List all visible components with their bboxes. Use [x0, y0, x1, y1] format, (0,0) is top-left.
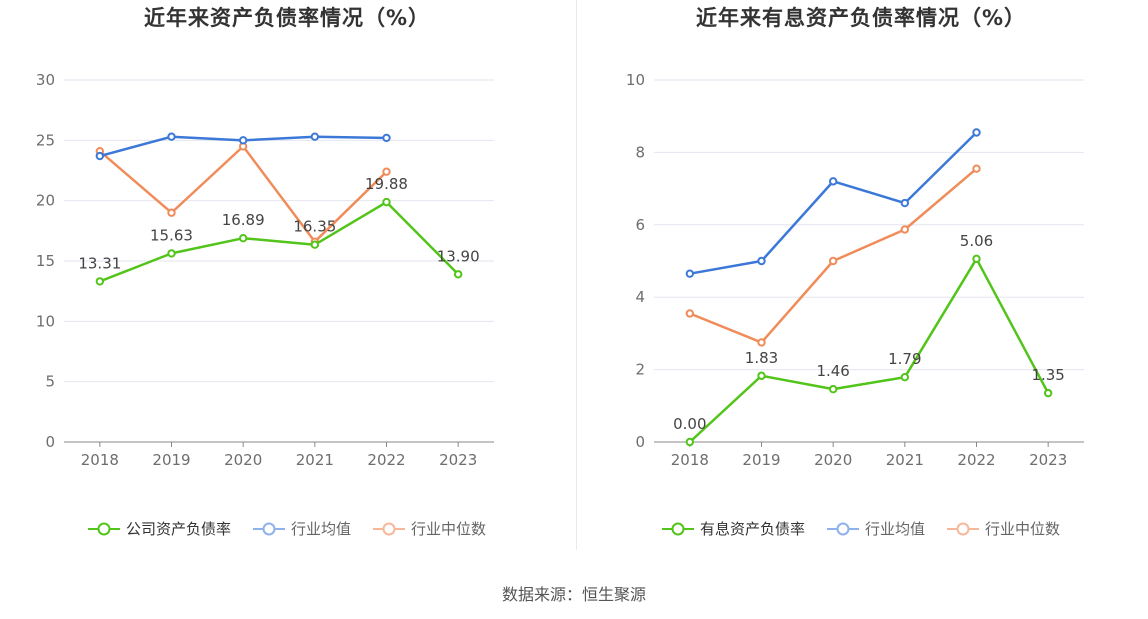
legend-item-median[interactable]: 行业中位数	[373, 518, 486, 539]
x-tick-label: 2020	[814, 451, 852, 469]
data-label: 1.46	[816, 362, 849, 380]
legend: 有息资产负债率 行业均值 行业中位数	[574, 518, 1148, 539]
y-tick-label: 8	[635, 143, 645, 161]
data-label: 19.88	[365, 175, 408, 193]
legend-line-icon	[661, 522, 694, 535]
data-point-company	[167, 249, 176, 258]
y-tick-label: 2	[635, 361, 645, 379]
data-point-company	[95, 277, 105, 286]
chart-panel-interest-debt-ratio: 近年来有息资产负债率情况（%） 0 2 4 6 8 10 2018 2019 2020 2021 2…	[574, 0, 1148, 560]
legend: 公司资产负债率 行业均值 行业中位数	[0, 518, 574, 539]
x-tick-label: 2019	[742, 451, 780, 469]
legend-line-icon	[947, 522, 979, 535]
legend-item-company[interactable]: 有息资产负债率	[661, 518, 805, 539]
data-label: 13.31	[78, 254, 121, 272]
x-tick-label: 2023	[439, 451, 477, 469]
y-tick-label: 5	[45, 373, 55, 391]
data-point-company	[382, 197, 391, 207]
data-point-company	[900, 373, 910, 382]
y-tick-label: 0	[635, 433, 645, 451]
x-tick-label: 2022	[957, 451, 995, 469]
data-label: 16.89	[222, 211, 265, 229]
legend-label: 公司资产负债率	[125, 520, 231, 538]
data-label: 0.00	[673, 415, 706, 433]
chart-panel-debt-ratio: 近年来资产负债率情况（%） 0 5 10 15 20 25 30 2018 2019 2020 20…	[0, 0, 574, 560]
series-line-company	[99, 200, 460, 283]
legend-line-icon	[373, 522, 405, 535]
series-line-company	[688, 257, 1050, 443]
data-point-avg	[900, 198, 910, 208]
y-tick-label: 6	[635, 216, 645, 234]
y-tick-label: 0	[45, 433, 55, 451]
data-point-median	[900, 225, 910, 234]
panel-divider	[576, 0, 577, 550]
legend-line-icon	[252, 522, 285, 535]
data-label: 15.63	[150, 226, 193, 244]
data-label: 1.79	[888, 350, 921, 368]
data-source: 数据来源：恒生聚源	[501, 585, 646, 604]
x-tick-label: 2018	[81, 451, 119, 469]
data-point-company	[1043, 388, 1053, 398]
legend-label: 行业均值	[290, 520, 351, 538]
series-line-avg	[689, 131, 978, 275]
x-tick-label: 2022	[367, 451, 405, 469]
chart-title: 近年来有息资产负债率情况（%）	[695, 6, 1027, 30]
data-point-median	[972, 164, 981, 173]
data-label: 1.35	[1031, 366, 1064, 384]
data-point-avg	[310, 132, 320, 141]
chart-title: 近年来资产负债率情况（%）	[143, 6, 431, 30]
data-point-company	[238, 233, 248, 243]
data-point-avg	[685, 269, 695, 278]
data-point-avg	[382, 133, 391, 143]
y-tick-label: 30	[36, 71, 55, 89]
legend-label: 行业中位数	[411, 520, 487, 538]
x-tick-label: 2020	[224, 451, 262, 469]
y-tick-label: 20	[36, 192, 55, 210]
legend-item-median[interactable]: 行业中位数	[947, 518, 1060, 539]
legend-item-company[interactable]: 公司资产负债率	[87, 518, 231, 539]
x-tick-label: 2019	[152, 451, 190, 469]
data-label: 13.90	[437, 247, 480, 265]
data-point-median	[167, 208, 176, 217]
x-tick-label: 2021	[886, 451, 924, 469]
data-point-median	[757, 338, 766, 347]
legend-item-avg[interactable]: 行业均值	[252, 518, 351, 539]
legend-label: 行业均值	[864, 520, 925, 538]
data-point-avg	[828, 177, 838, 186]
x-tick-label: 2021	[296, 451, 334, 469]
data-label: 1.83	[745, 349, 778, 367]
data-point-median	[382, 167, 391, 176]
data-point-company	[757, 371, 766, 380]
data-point-company	[972, 254, 981, 264]
legend-label: 有息资产负债率	[699, 520, 805, 538]
data-point-avg	[95, 151, 105, 161]
x-tick-label: 2023	[1029, 451, 1067, 469]
series-line-median	[689, 167, 978, 344]
legend-item-avg[interactable]: 行业均值	[826, 518, 925, 539]
legend-line-icon	[826, 522, 859, 535]
data-point-avg	[167, 132, 176, 141]
line-chart-debt-ratio: 0 5 10 15 20 25 30 2018 2019 2020 2021 2022 2023 13.3…	[36, 71, 494, 469]
data-point-median	[828, 256, 838, 266]
legend-line-icon	[87, 522, 120, 535]
y-tick-label: 10	[626, 71, 645, 89]
data-point-company	[310, 240, 320, 249]
data-label: 16.35	[293, 218, 336, 236]
data-point-company	[828, 384, 838, 394]
data-point-avg	[238, 136, 248, 145]
legend-label: 行业中位数	[985, 520, 1061, 538]
data-point-median	[685, 309, 695, 318]
line-chart-interest-debt-ratio: 0 2 4 6 8 10 2018 2019 2020 2021 2022 2023 0.00 1.83 1…	[626, 71, 1084, 469]
x-tick-label: 2018	[671, 451, 709, 469]
data-point-avg	[972, 128, 981, 137]
y-tick-label: 25	[36, 131, 55, 149]
y-tick-label: 15	[36, 252, 55, 270]
y-tick-label: 4	[635, 288, 645, 306]
data-point-company	[453, 270, 463, 279]
data-point-company	[685, 437, 695, 447]
y-tick-label: 10	[36, 312, 55, 330]
data-point-avg	[757, 256, 766, 266]
data-label: 5.06	[960, 232, 993, 250]
